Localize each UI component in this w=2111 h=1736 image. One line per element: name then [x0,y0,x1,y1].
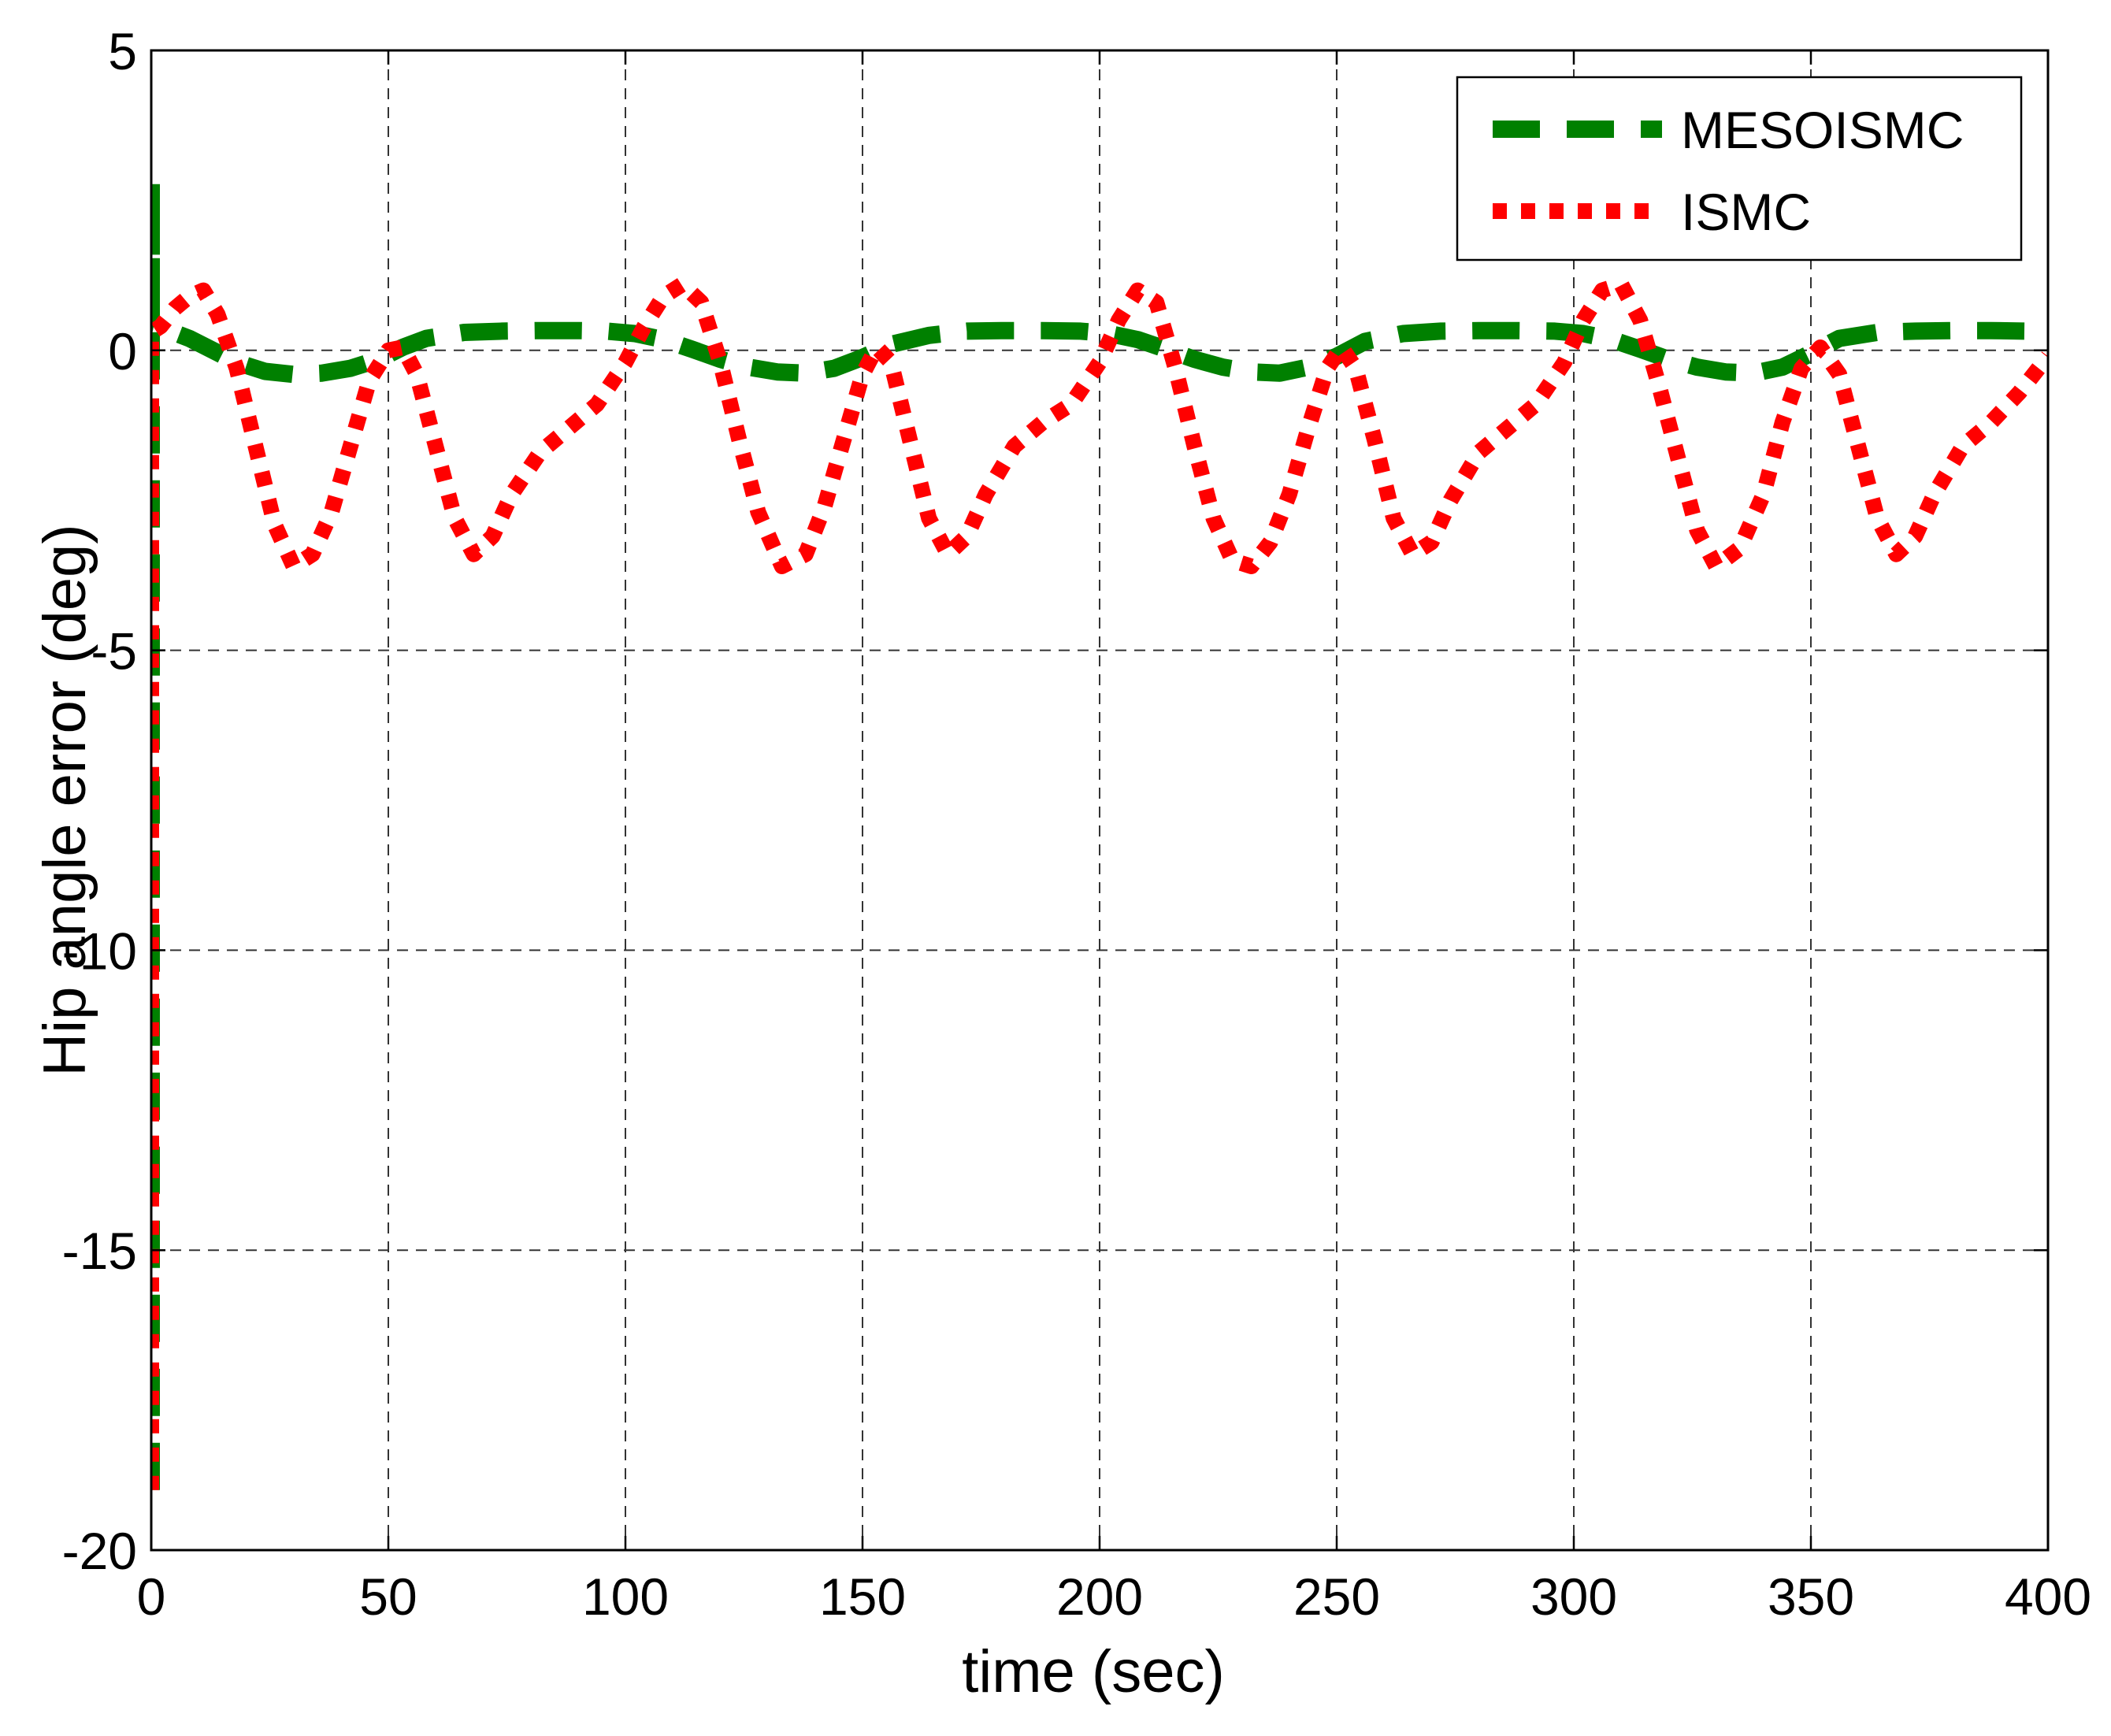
legend-label-ismc: ISMC [1681,183,1811,241]
y-tick-label: -20 [62,1522,137,1580]
series-line-mesoismc [151,173,2048,1490]
y-tick-label: 5 [108,22,137,80]
y-tick-label: 0 [108,322,137,380]
legend-label-mesoismc: MESOISMC [1681,101,1964,159]
y-axis-label: Hip angle error (deg) [32,524,98,1076]
y-tick-label: -10 [62,922,137,980]
series-line-ismc [151,276,2048,1490]
x-axis-label: time (sec) [962,1638,1225,1705]
x-tick-label: 100 [582,1567,669,1626]
y-tick-label: -15 [62,1222,137,1280]
x-ticks: 0 50 100 150 200 250 300 350 400 [137,50,2091,1626]
y-tick-label: -5 [91,622,137,681]
legend-box [1456,76,2023,262]
x-tick-label: 0 [137,1567,166,1626]
x-tick-label: 250 [1293,1567,1380,1626]
x-tick-label: 300 [1530,1567,1617,1626]
x-tick-label: 200 [1056,1567,1143,1626]
x-tick-label: 150 [819,1567,906,1626]
x-tick-label: 50 [359,1567,417,1626]
x-tick-label: 400 [2005,1567,2091,1626]
data-series [151,173,2048,1490]
legend: MESOISMC ISMC [1456,76,2023,262]
grid-lines [151,50,2048,1550]
y-ticks: 5 0 -5 -10 -15 -20 [62,22,2048,1580]
x-tick-label: 350 [1768,1567,1854,1626]
